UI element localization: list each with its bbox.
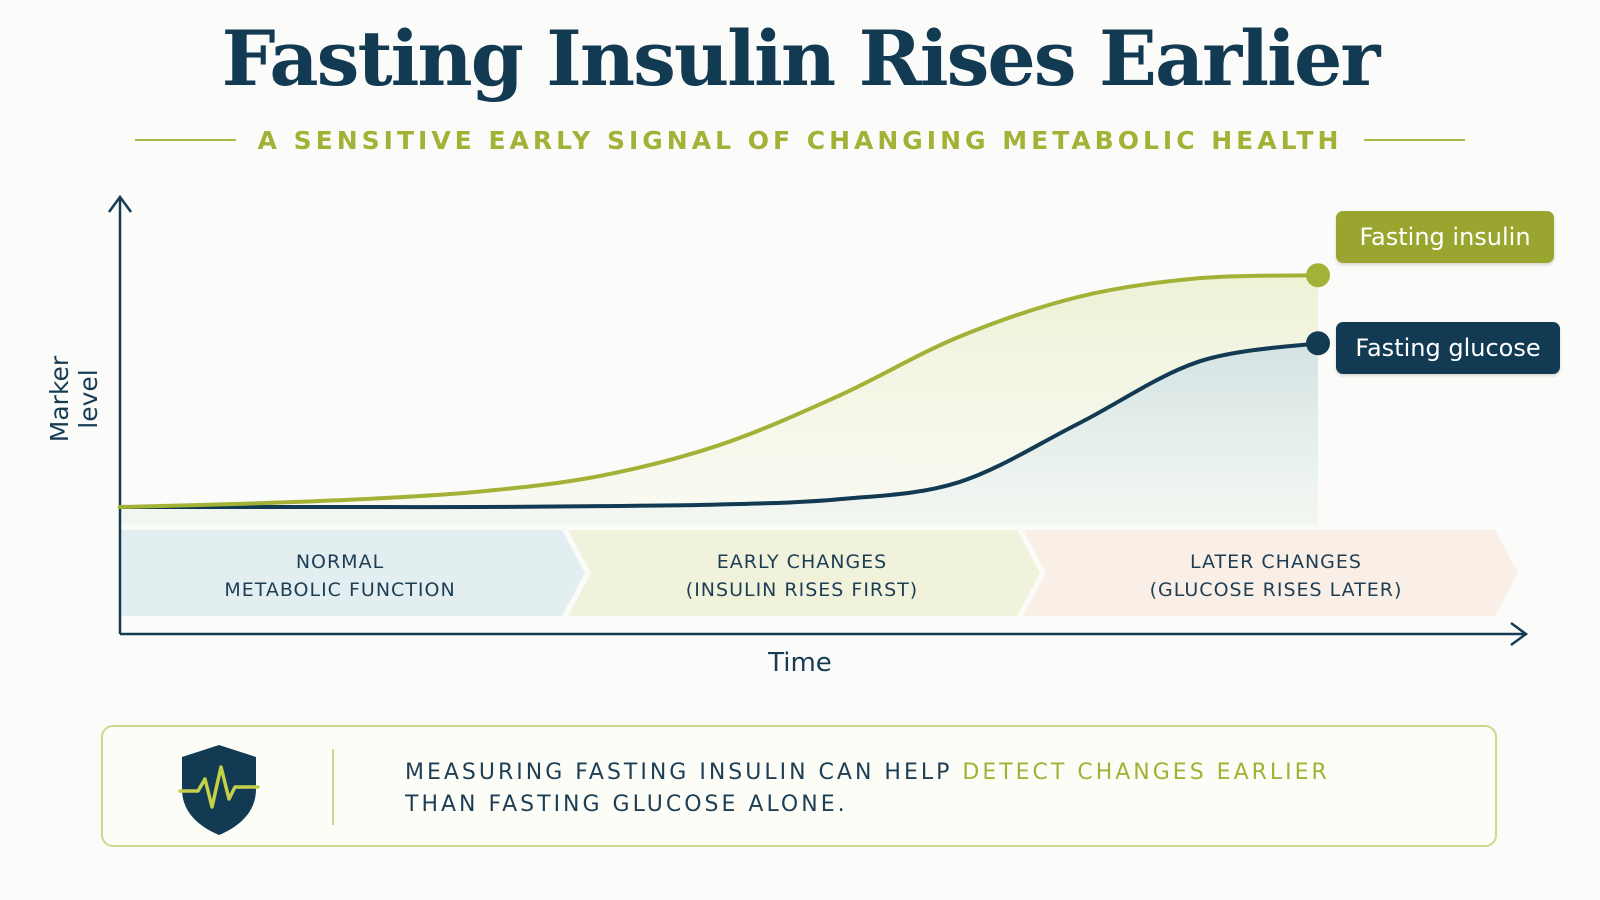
glucose-line <box>118 341 1320 510</box>
phase-label-normal: NORMAL METABOLIC FUNCTION <box>160 548 520 604</box>
callout-text-part1: MEASURING FASTING INSULIN CAN HELP <box>405 760 963 785</box>
phase-label-line2: METABOLIC FUNCTION <box>224 579 456 601</box>
phase-label-line1: LATER CHANGES <box>1190 551 1362 573</box>
legend-insulin: Fasting insulin <box>1336 211 1554 263</box>
callout-box: MEASURING FASTING INSULIN CAN HELP DETEC… <box>101 725 1497 847</box>
subtitle-rule-right <box>1364 139 1465 141</box>
callout-text-highlight: DETECT CHANGES EARLIER <box>962 760 1330 785</box>
subtitle-row: A SENSITIVE EARLY SIGNAL OF CHANGING MET… <box>135 120 1465 160</box>
phase-label-later: LATER CHANGES (GLUCOSE RISES LATER) <box>1096 548 1456 604</box>
x-axis-arrow <box>1510 621 1529 647</box>
phase-label-early: EARLY CHANGES (INSULIN RISES FIRST) <box>622 548 982 604</box>
insulin-line <box>118 273 1320 509</box>
glucose-area <box>120 343 1318 525</box>
phase-label-line1: EARLY CHANGES <box>716 551 888 573</box>
y-axis-arrow <box>107 194 133 213</box>
legend-glucose: Fasting glucose <box>1336 322 1560 374</box>
x-axis-title: Time <box>768 648 832 678</box>
page-title: Fasting Insulin Rises Earlier <box>221 14 1381 103</box>
phase-label-line1: NORMAL <box>295 551 385 573</box>
phase-band-later <box>1023 530 1518 616</box>
insulin-end-marker <box>1306 263 1330 288</box>
glucose-end-marker <box>1306 331 1330 356</box>
phase-label-line2: (GLUCOSE RISES LATER) <box>1149 579 1403 601</box>
chart <box>107 194 1529 647</box>
phase-label-line2: (INSULIN RISES FIRST) <box>685 579 919 601</box>
callout-text: MEASURING FASTING INSULIN CAN HELP DETEC… <box>405 757 1330 821</box>
subtitle-rule-left <box>135 139 236 141</box>
phase-band-normal <box>120 530 585 616</box>
phase-band-early <box>568 530 1040 616</box>
shield-heartbeat-icon <box>176 741 262 841</box>
callout-divider <box>332 749 334 825</box>
y-axis-title: Marker level <box>45 355 103 443</box>
callout-text-part2: THAN FASTING GLUCOSE ALONE. <box>405 792 848 817</box>
page-subtitle: A SENSITIVE EARLY SIGNAL OF CHANGING MET… <box>257 125 1343 155</box>
